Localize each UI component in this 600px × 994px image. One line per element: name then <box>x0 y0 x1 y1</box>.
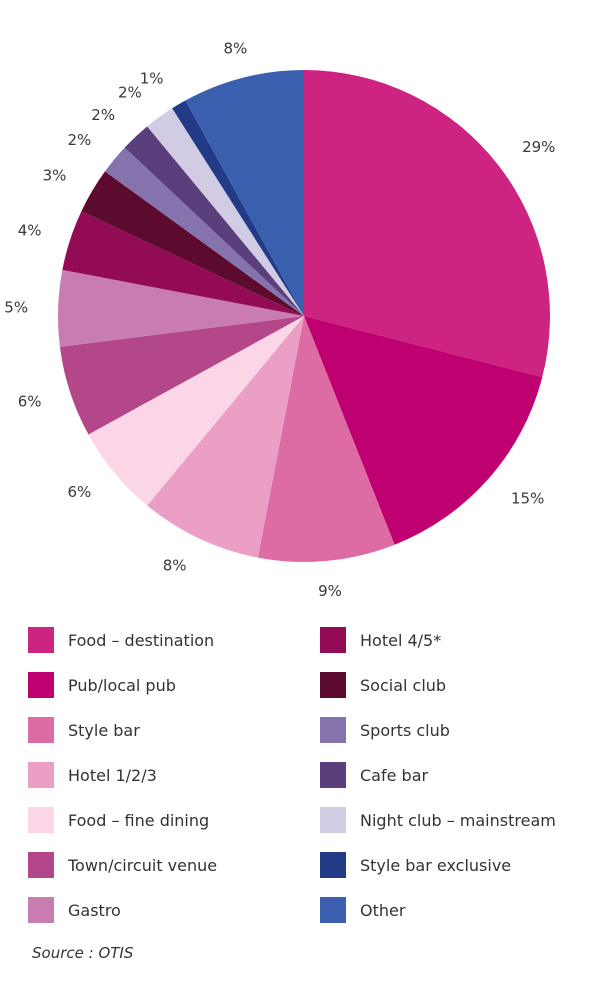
slice-value-label: 8% <box>224 40 248 58</box>
legend-item-gastro: Gastro <box>28 895 121 925</box>
legend-swatch <box>28 717 54 743</box>
pie-slice-gastro <box>58 269 305 347</box>
legend-swatch <box>28 627 54 653</box>
pie-slice-pub-local-pub <box>304 316 543 545</box>
slice-value-label: 29% <box>522 138 555 156</box>
legend-swatch <box>320 762 346 788</box>
pie-slice-social-club <box>81 171 304 316</box>
legend-swatch <box>320 897 346 923</box>
legend-label: Style bar exclusive <box>360 855 512 875</box>
legend-label: Social club <box>360 675 447 695</box>
legend-swatch <box>320 627 346 653</box>
legend-label: Town/circuit venue <box>68 855 218 875</box>
pie-slice-food-fine-dining <box>88 316 305 506</box>
pie-slice-sports-club <box>104 147 304 316</box>
slice-value-label: 8% <box>163 557 187 575</box>
slice-value-label: 15% <box>511 490 544 508</box>
slice-value-label: 4% <box>18 222 42 240</box>
legend-item-social-club: Social club <box>320 670 446 700</box>
legend-swatch <box>28 762 54 788</box>
legend-swatch <box>28 807 54 833</box>
pie-slice-hotel-1-2-3 <box>147 316 304 558</box>
legend-item-pub-local-pub: Pub/local pub <box>28 670 176 700</box>
legend-item-other: Other <box>320 895 405 925</box>
legend-swatch <box>320 807 346 833</box>
legend-label: Style bar <box>68 720 140 740</box>
slice-value-label: 5% <box>4 298 28 316</box>
pie-slice-night-club-mainstream <box>147 108 304 316</box>
legend-label: Cafe bar <box>360 765 429 785</box>
slice-value-label: 6% <box>18 392 42 410</box>
legend-swatch <box>320 852 346 878</box>
legend-label: Gastro <box>68 900 121 920</box>
legend: Food – destination Pub/local pub Style bar… <box>28 625 598 925</box>
pie-slice-cafe-bar <box>124 126 304 316</box>
legend-swatch <box>28 897 54 923</box>
slice-value-label: 6% <box>68 483 92 501</box>
legend-label: Sports club <box>360 720 450 740</box>
legend-item-hotel-1-2-3: Hotel 1/2/3 <box>28 760 157 790</box>
source-note: Source : OTIS <box>32 944 134 962</box>
pie-slice-style-bar <box>257 316 395 563</box>
slice-value-label: 2% <box>68 131 92 149</box>
legend-swatch <box>28 672 54 698</box>
legend-label: Hotel 1/2/3 <box>68 765 157 785</box>
slice-value-label: 2% <box>118 84 142 102</box>
legend-item-food-destination: Food – destination <box>28 625 214 655</box>
pie-slice-style-bar-exclusive <box>172 100 304 317</box>
legend-item-style-bar-exclusive: Style bar exclusive <box>320 850 511 880</box>
legend-swatch <box>320 717 346 743</box>
pie-slice-food-destination <box>304 70 550 378</box>
legend-item-food-fine-dining: Food – fine dining <box>28 805 209 835</box>
legend-item-cafe-bar: Cafe bar <box>320 760 428 790</box>
legend-label: Other <box>360 900 406 920</box>
pie-chart: 29%15%9%8%6%6%5%4%3%2%2%2%1%8% <box>4 40 555 600</box>
legend-item-hotel-4-5: Hotel 4/5* <box>320 625 441 655</box>
pie-slice-hotel-4-5 <box>62 211 304 316</box>
legend-item-style-bar: Style bar <box>28 715 140 745</box>
legend-item-night-club-mainstream: Night club – mainstream <box>320 805 556 835</box>
legend-label: Hotel 4/5* <box>360 630 442 650</box>
legend-label: Pub/local pub <box>68 675 176 695</box>
legend-label: Food – fine dining <box>68 810 210 830</box>
legend-label: Food – destination <box>68 630 215 650</box>
slice-value-label: 2% <box>91 106 115 124</box>
slice-value-label: 3% <box>43 167 67 185</box>
legend-item-sports-club: Sports club <box>320 715 450 745</box>
legend-swatch <box>320 672 346 698</box>
pie-slice-other <box>185 70 304 316</box>
pie-slice-town-circuit-venue <box>59 316 304 435</box>
slice-value-label: 1% <box>140 69 164 87</box>
legend-swatch <box>28 852 54 878</box>
slice-value-label: 9% <box>318 582 342 600</box>
legend-item-town-circuit-venue: Town/circuit venue <box>28 850 217 880</box>
legend-label: Night club – mainstream <box>360 810 556 830</box>
